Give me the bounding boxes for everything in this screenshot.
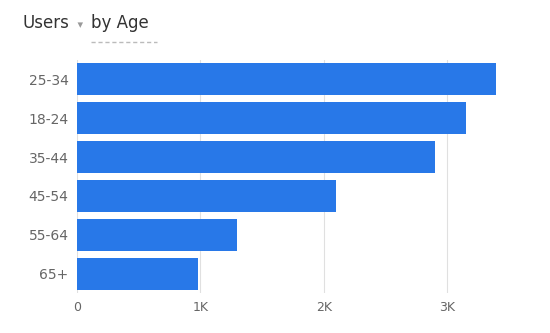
Bar [77,258,198,289]
Text: Users: Users [22,14,69,32]
Bar [77,102,466,134]
Text: ▾: ▾ [74,20,87,30]
Bar [77,141,435,173]
Bar [77,64,497,95]
Bar [77,180,336,212]
Text: by Age: by Age [91,14,148,32]
Bar [77,219,238,251]
